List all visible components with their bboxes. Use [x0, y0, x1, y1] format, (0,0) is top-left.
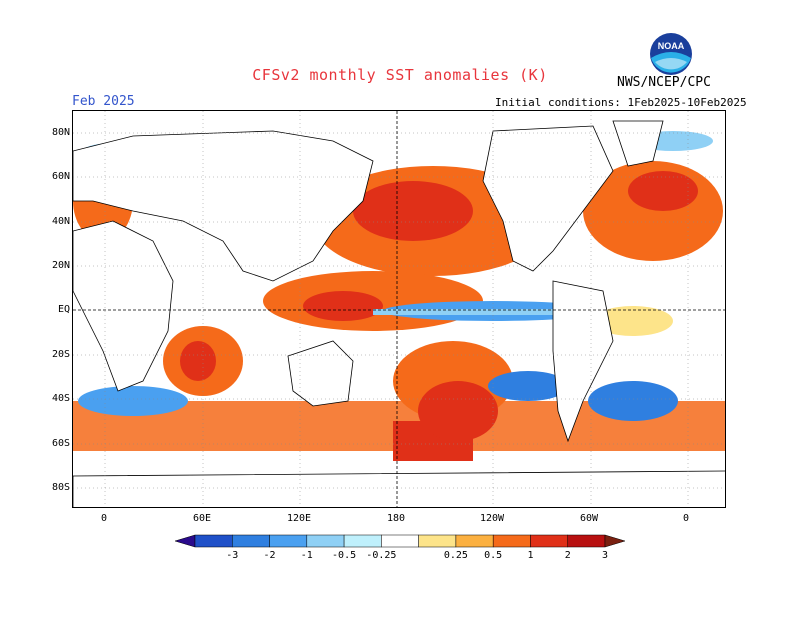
colorbar-swatch: [455, 534, 494, 548]
colorbar-swatch: [232, 534, 270, 548]
colorbar-swatch: [194, 534, 233, 548]
colorbar-swatch: [567, 534, 606, 548]
chart-title: CFSv2 monthly SST anomalies (K): [252, 66, 548, 84]
lat-label: 40N: [51, 216, 70, 227]
colorbar-swatch: [381, 534, 419, 548]
initial-conditions: Initial conditions: 1Feb2025-10Feb2025: [495, 96, 747, 109]
grid-lines: [73, 111, 725, 507]
colorbar-tick-label: 2: [565, 550, 571, 560]
map-canvas: [73, 111, 725, 507]
colorbar-tick-label: 1: [527, 550, 533, 560]
lon-label: 180: [386, 513, 406, 524]
forecast-month: Feb 2025: [72, 94, 135, 109]
lat-label: 20S: [51, 349, 70, 360]
colorbar-tick-label: -3: [226, 550, 238, 560]
colorbar-swatch: [343, 534, 382, 548]
lat-label: EQ: [57, 304, 70, 315]
colorbar-tick-label: 0.5: [484, 550, 502, 560]
land: [73, 120, 725, 507]
colorbar-arrow-high: [604, 534, 626, 548]
lat-label: 40S: [51, 393, 70, 404]
colorbar-swatch: [418, 534, 457, 548]
lat-label: 80S: [51, 482, 70, 493]
colorbar: -3 -2 -1 -0.5 -0.25 0.25 0.5 1 2 3: [174, 534, 626, 560]
colorbar-swatch: [530, 534, 568, 548]
lat-label: 60S: [51, 438, 70, 449]
sst-anomaly-map: [72, 110, 726, 508]
lon-label: 60E: [192, 513, 212, 524]
lat-label: 60N: [51, 171, 70, 182]
colorbar-swatch: [269, 534, 308, 548]
colorbar-tick-label: 3: [602, 550, 608, 560]
colorbar-arrow-low: [174, 534, 196, 548]
lon-label: 60W: [579, 513, 599, 524]
noaa-logo: NOAA: [650, 33, 692, 75]
colorbar-swatch: [492, 534, 531, 548]
lon-label: 120W: [479, 513, 505, 524]
colorbar-tick-label: -0.25: [366, 550, 396, 560]
lon-label: 0: [100, 513, 108, 524]
colorbar-tick-label: -1: [301, 550, 313, 560]
lon-label: 120E: [286, 513, 312, 524]
colorbar-swatch: [306, 534, 345, 548]
colorbar-tick-label: -0.5: [332, 550, 356, 560]
noaa-logo-text: NOAA: [658, 41, 685, 51]
colorbar-tick-label: -2: [264, 550, 276, 560]
lon-label: 0: [682, 513, 690, 524]
agency-label: NWS/NCEP/CPC: [617, 75, 711, 90]
lat-label: 80N: [51, 127, 70, 138]
colorbar-tick-label: 0.25: [444, 550, 468, 560]
lat-label: 20N: [51, 260, 70, 271]
